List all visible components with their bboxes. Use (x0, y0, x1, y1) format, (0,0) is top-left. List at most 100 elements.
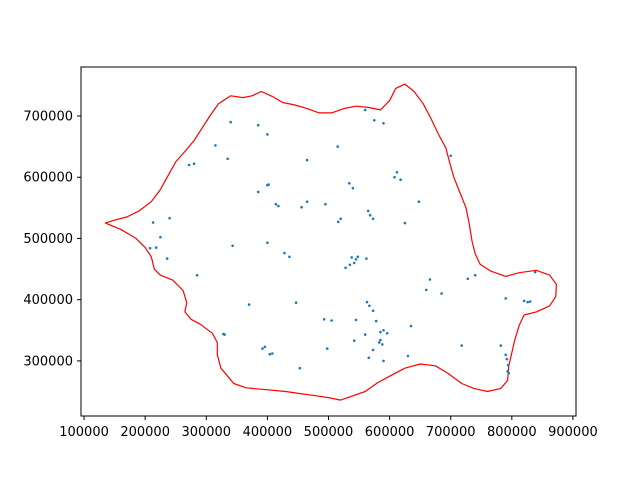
data-point (499, 344, 503, 347)
data-point (336, 145, 340, 148)
data-point (168, 216, 171, 220)
x-tick-label: 600000 (365, 425, 415, 440)
data-point (381, 343, 384, 346)
data-point (356, 255, 360, 259)
data-point (165, 257, 169, 260)
data-point (379, 330, 382, 334)
data-point (368, 213, 372, 217)
data-point (350, 256, 354, 259)
x-tick-label: 400000 (243, 425, 293, 440)
data-point (268, 352, 272, 356)
data-point (283, 251, 286, 255)
x-tick-label: 700000 (426, 425, 476, 440)
data-point (363, 108, 367, 112)
data-point (505, 357, 509, 361)
data-point (382, 359, 385, 363)
data-point (266, 133, 269, 136)
data-point (267, 183, 270, 186)
data-point (154, 246, 158, 249)
data-point (366, 209, 370, 213)
plot-area (104, 83, 557, 401)
data-point (399, 178, 402, 181)
data-point (231, 244, 234, 248)
data-point (351, 186, 355, 190)
data-point (385, 332, 389, 335)
data-point (294, 301, 298, 305)
data-point (506, 363, 510, 367)
x-axis-ticks: 100000 200000 300000 400000 500000 600000 7000… (59, 416, 598, 440)
data-point (460, 344, 464, 347)
data-point (148, 246, 152, 250)
data-point (373, 119, 376, 122)
data-point (352, 261, 356, 265)
data-point (322, 318, 326, 321)
data-point (348, 263, 352, 267)
data-point (406, 354, 410, 358)
data-point (473, 273, 477, 277)
data-point (374, 319, 378, 323)
x-tick-label: 900000 (548, 425, 598, 440)
data-point (266, 241, 269, 244)
data-point (368, 304, 371, 308)
data-point (371, 348, 375, 352)
data-point (187, 163, 191, 167)
data-point (367, 356, 371, 360)
data-point (533, 270, 537, 274)
data-point (526, 300, 529, 304)
data-point (214, 144, 217, 147)
y-axis-ticks: 300000 400000 500000 600000 700000 (23, 109, 81, 369)
data-point (354, 318, 358, 322)
data-point (371, 217, 375, 221)
data-point (354, 258, 358, 261)
data-point (348, 182, 351, 185)
data-point (382, 329, 385, 332)
data-point (379, 338, 382, 342)
data-point (324, 202, 327, 206)
x-tick-label: 500000 (304, 425, 354, 440)
data-point (274, 202, 278, 206)
data-point (263, 345, 267, 349)
data-point (382, 122, 385, 125)
y-tick-label: 300000 (23, 354, 73, 369)
y-tick-label: 600000 (23, 171, 73, 186)
data-point (247, 303, 251, 306)
data-point (305, 200, 309, 203)
country-boundary (104, 83, 557, 401)
data-point (337, 220, 340, 224)
data-point (395, 171, 399, 174)
x-tick-label: 200000 (120, 425, 170, 440)
data-point (371, 309, 375, 313)
data-point (363, 333, 367, 336)
data-point (522, 299, 526, 303)
data-point (159, 235, 162, 239)
data-point (440, 292, 443, 295)
data-point (298, 366, 302, 370)
data-point (449, 154, 453, 158)
data-point (466, 277, 470, 281)
data-point (409, 324, 413, 328)
data-point (377, 341, 381, 344)
data-point (339, 217, 343, 221)
y-tick-label: 400000 (23, 293, 73, 308)
data-point (352, 339, 356, 343)
data-point (507, 371, 511, 375)
data-point (256, 123, 260, 127)
data-point (428, 278, 432, 281)
data-point (271, 352, 274, 355)
y-tick-label: 700000 (23, 109, 73, 124)
data-point (261, 347, 264, 350)
y-tick-label: 500000 (23, 232, 73, 247)
data-point (226, 157, 229, 161)
data-point (277, 204, 280, 208)
data-point (300, 205, 303, 209)
data-point (305, 158, 309, 162)
data-point (151, 221, 155, 224)
data-points (148, 108, 537, 375)
data-point (393, 175, 396, 179)
data-point (425, 288, 428, 292)
x-tick-label: 100000 (59, 425, 109, 440)
data-point (288, 255, 291, 259)
data-point (365, 257, 368, 260)
